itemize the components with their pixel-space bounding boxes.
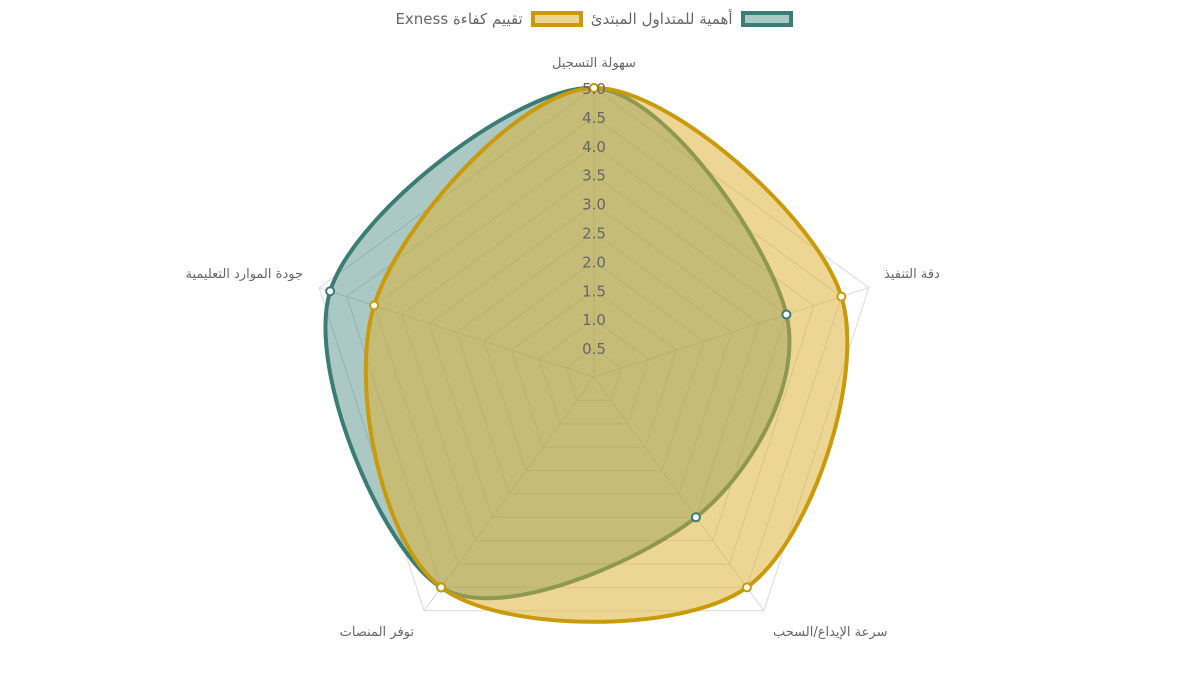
tick-label: 4.5 (582, 109, 606, 127)
series-exness-point (836, 291, 847, 302)
legend-label-exness: تقييم كفاءة Exness (395, 10, 523, 28)
tick-label: 5.0 (582, 80, 606, 98)
series-importance-point (781, 309, 792, 320)
tick-label: 0.5 (582, 340, 606, 358)
tick-label: 1.5 (582, 282, 606, 300)
series-importance-point (690, 512, 701, 523)
tick-label: 3.0 (582, 196, 606, 214)
radial-ticks: 0.5 1.0 1.5 2.0 2.5 3.0 3.5 4.0 4.5 5.0 (582, 80, 606, 358)
radar-series (323, 83, 850, 624)
tick-label: 4.0 (582, 138, 606, 156)
series-importance-point (325, 286, 336, 297)
axis-label: سرعة الإيداع/السحب (773, 625, 887, 640)
series-exness-point (741, 582, 752, 593)
tick-label: 3.5 (582, 167, 606, 185)
axis-label: توفر المنصات (340, 625, 415, 640)
tick-label: 1.0 (582, 311, 606, 329)
legend-item-exness[interactable]: تقييم كفاءة Exness (395, 10, 583, 28)
series-exness-area (363, 85, 850, 624)
axis-label: دقة التنفيذ (884, 267, 940, 282)
legend-swatch-importance (740, 11, 793, 27)
axis-labels: سهولة التسجيل دقة التنفيذ سرعة الإيداع/الس… (185, 56, 940, 640)
legend-label-importance: أهمية للمتداول المبتدئ (590, 10, 733, 28)
axis-label: جودة الموارد التعليمية (185, 267, 303, 282)
legend-item-importance[interactable]: أهمية للمتداول المبتدئ (591, 10, 793, 28)
legend-swatch-exness (530, 11, 583, 27)
tick-label: 2.5 (582, 225, 606, 243)
series-exness-point (589, 83, 599, 93)
legend: أهمية للمتداول المبتدئ تقييم كفاءة Exnes… (0, 10, 1188, 28)
series-exness-point (369, 300, 380, 311)
tick-label: 2.0 (582, 253, 606, 271)
series-exness-point (436, 582, 447, 593)
axis-label: سهولة التسجيل (552, 56, 636, 71)
